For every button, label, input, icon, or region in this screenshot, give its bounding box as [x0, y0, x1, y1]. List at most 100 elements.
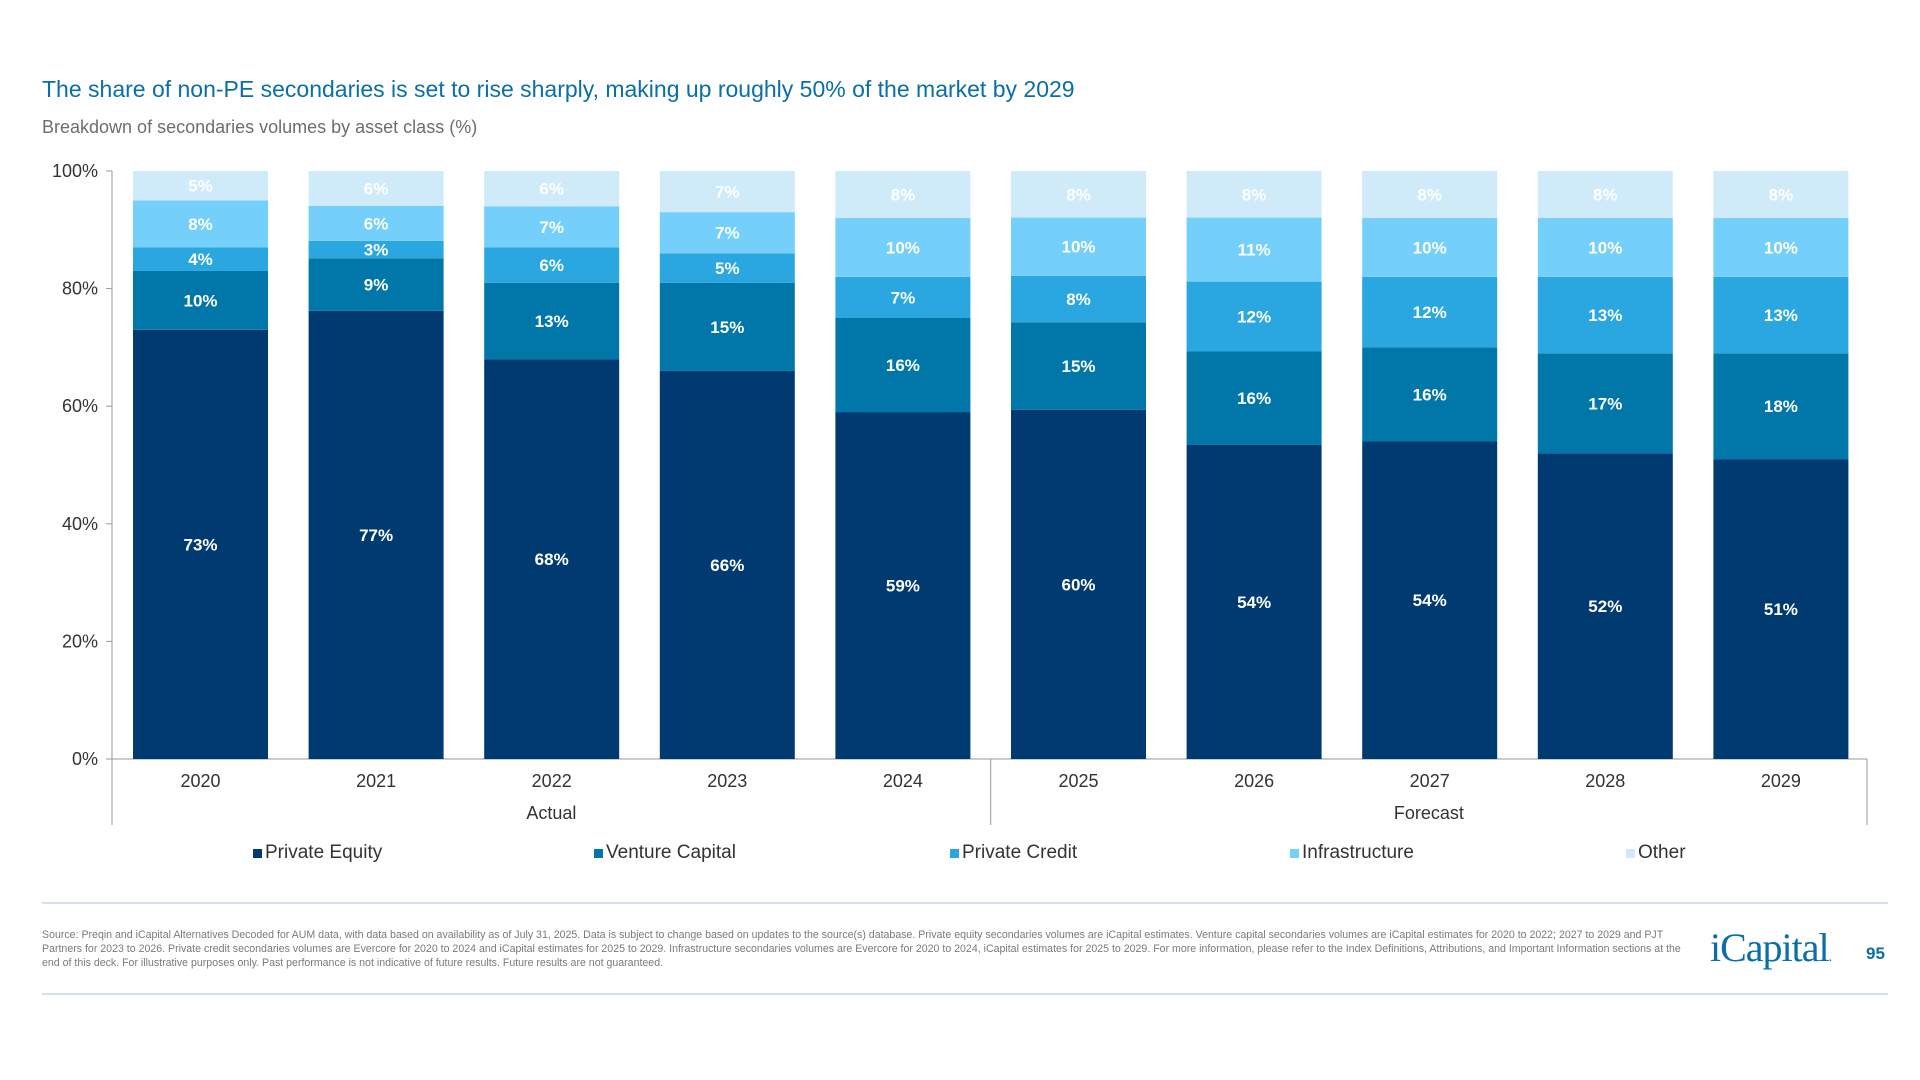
x-tick-label: 2020 [180, 771, 220, 791]
page-number: 95 [1866, 944, 1885, 963]
bar-segment-private-credit [659, 253, 795, 283]
bar-segment-infrastructure [1011, 217, 1146, 276]
x-tick-label: 2024 [883, 771, 923, 791]
bar-segment-private-equity [133, 329, 268, 759]
x-tick-label: 2029 [1761, 771, 1801, 791]
group-label: Actual [526, 803, 576, 823]
bar-segment-other [1362, 171, 1498, 219]
data-label: 54% [1237, 593, 1271, 612]
data-label: 16% [886, 356, 920, 375]
bar-segment-private-credit [308, 240, 444, 259]
bar-segment-venture-capital [659, 282, 795, 371]
bar-segment-infrastructure [835, 218, 971, 277]
bar-segment-private-credit [133, 247, 268, 271]
bar-segment-other [1537, 171, 1673, 219]
footer-divider-bottom [42, 993, 1888, 995]
data-label: 8% [1242, 185, 1267, 204]
data-label: 13% [1764, 306, 1798, 325]
data-label: 52% [1588, 597, 1622, 616]
legend-swatch [1626, 848, 1635, 858]
y-tick-label: 20% [62, 631, 98, 651]
bar-segment-venture-capital [1362, 347, 1498, 442]
data-label: 10% [183, 291, 217, 310]
data-label: 10% [1061, 238, 1095, 257]
data-label: 51% [1764, 600, 1798, 619]
data-label: 9% [364, 276, 389, 295]
legend-label: Private Credit [962, 842, 1078, 863]
data-label: 4% [188, 250, 213, 269]
data-label: 15% [710, 318, 744, 337]
data-label: 5% [188, 177, 213, 196]
legend-swatch [950, 848, 959, 858]
chart-subtitle: Breakdown of secondaries volumes by asse… [42, 117, 478, 137]
bar-segment-other [1186, 171, 1322, 218]
x-tick-label: 2022 [532, 771, 572, 791]
bar-segment-private-credit [835, 276, 971, 318]
bar-segment-private-equity [308, 310, 444, 759]
legend: Private Equity Venture Capital Private Cre… [0, 842, 1920, 866]
data-label: 3% [364, 241, 389, 260]
legend-label: Other [1638, 842, 1686, 863]
data-label: 17% [1588, 394, 1622, 413]
legend-item: Infrastructure [1290, 842, 1414, 864]
bar-segment-other [484, 171, 620, 207]
bar-segment-infrastructure [659, 212, 795, 254]
data-label: 68% [535, 550, 569, 569]
y-tick-label: 0% [72, 749, 98, 769]
y-tick-label: 80% [62, 279, 98, 299]
bar-segment-private-credit [484, 247, 620, 283]
stacked-bar-chart: 0% 20% 40% 60% 80% 100% 73% 10% 4% 8% 5% 2020 77% 9% 3… [52, 161, 1868, 825]
legend-label: Venture Capital [606, 842, 736, 863]
bar-segment-infrastructure [133, 200, 268, 248]
data-label: 8% [1066, 290, 1091, 309]
x-tick-label: 2023 [707, 771, 747, 791]
data-label: 10% [886, 238, 920, 257]
data-label: 60% [1061, 575, 1095, 594]
data-label: 11% [1238, 241, 1271, 260]
bar-segment-other [308, 171, 444, 206]
y-tick-label: 100% [52, 161, 98, 181]
x-tick-label: 2026 [1234, 771, 1274, 791]
data-label: 8% [1417, 186, 1442, 205]
bar-segment-private-equity [484, 359, 620, 759]
bar-segment-infrastructure [1362, 218, 1498, 277]
bar-segment-private-credit [1362, 276, 1498, 348]
data-label: 54% [1413, 591, 1447, 610]
bar-segment-infrastructure [1537, 218, 1673, 277]
data-label: 6% [539, 180, 564, 199]
data-label: 8% [188, 215, 213, 234]
data-label: 8% [1769, 186, 1794, 205]
bar-segment-private-credit [1537, 276, 1673, 354]
legend-swatch [594, 848, 603, 858]
y-tick-label: 40% [62, 514, 98, 534]
data-label: 12% [1237, 308, 1271, 327]
legend-item: Other [1626, 842, 1686, 864]
bar-segment-infrastructure [1186, 217, 1322, 282]
bar-segment-venture-capital [835, 318, 971, 413]
bar-segment-private-equity [1362, 441, 1498, 759]
legend-label: Private Equity [265, 842, 383, 863]
data-label: 59% [886, 577, 920, 596]
data-label: 6% [364, 214, 389, 233]
bar-segment-venture-capital [1713, 353, 1849, 460]
bar-segment-other [1713, 171, 1849, 219]
bar-segment-other [659, 171, 795, 213]
bar-segment-private-equity [1713, 459, 1849, 759]
data-label: 7% [715, 224, 740, 243]
legend-item: Private Credit [950, 842, 1077, 864]
data-label: 6% [539, 256, 564, 275]
bar-segment-venture-capital [133, 270, 268, 330]
bar-segment-other [133, 171, 268, 201]
legend-label: Infrastructure [1302, 842, 1414, 863]
bar-segment-venture-capital [308, 258, 444, 311]
bar-segment-venture-capital [1537, 353, 1673, 454]
legend-swatch [1290, 848, 1299, 858]
bar-segment-private-equity [659, 370, 795, 759]
data-label: 18% [1764, 397, 1798, 416]
bar-segment-private-credit [1186, 281, 1322, 352]
legend-swatch [253, 848, 262, 858]
data-label: 10% [1413, 238, 1447, 257]
data-label: 16% [1413, 385, 1447, 404]
bar-segment-private-credit [1011, 275, 1146, 323]
source-note: Source: Preqin and iCapital Alternatives… [42, 929, 1681, 969]
